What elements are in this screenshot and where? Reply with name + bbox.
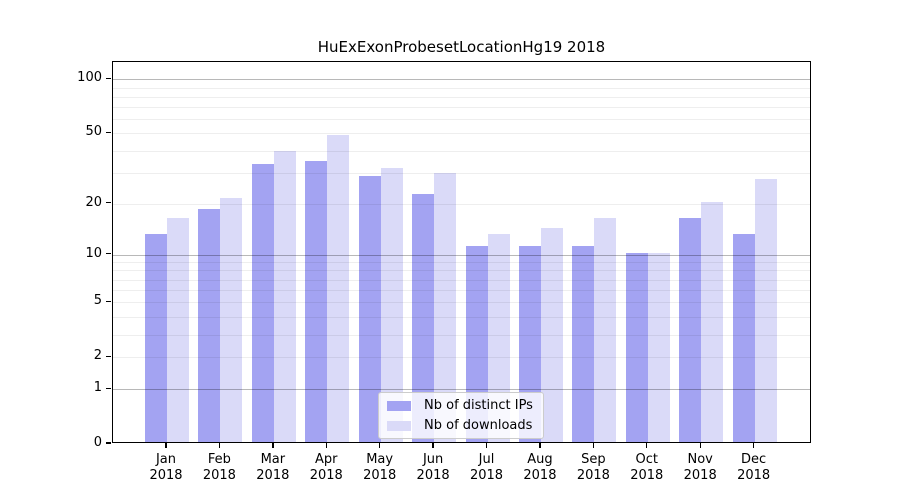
x-tick-apr xyxy=(325,443,327,448)
bar-downloads-jun xyxy=(434,173,457,442)
y-tick-2 xyxy=(106,355,111,357)
x-tick-dec xyxy=(752,443,755,448)
minor-gridline-4 xyxy=(113,316,810,318)
x-tick-label-sep: Sep 2018 xyxy=(576,452,610,483)
bar-downloads-oct xyxy=(647,252,670,442)
chart-title: HuExExonProbesetLocationHg19 2018 xyxy=(317,38,606,56)
y-tick-10 xyxy=(106,252,111,255)
y-tick-label-50: 50 xyxy=(85,124,102,140)
x-tick-nov xyxy=(699,443,701,448)
bar-downloads-nov xyxy=(701,201,724,442)
y-tick-0 xyxy=(106,442,111,444)
y-tick-label-20: 20 xyxy=(85,194,102,210)
minor-gridline-7 xyxy=(113,279,810,281)
minor-gridline-5 xyxy=(113,302,810,304)
y-tick-label-10: 10 xyxy=(85,245,102,261)
minor-gridline-90 xyxy=(113,87,810,89)
x-tick-label-oct: Oct 2018 xyxy=(630,452,664,483)
legend-swatch-distinct-ips xyxy=(387,400,411,411)
bar-downloads-mar xyxy=(273,150,296,442)
x-tick-label-jul: Jul 2018 xyxy=(469,452,504,483)
x-tick-jul xyxy=(485,443,488,448)
legend-label-distinct-ips: Nb of distinct IPs xyxy=(424,398,533,413)
minor-gridline-40 xyxy=(113,150,810,152)
x-tick-label-aug: Aug 2018 xyxy=(523,452,557,483)
y-tick-label-5: 5 xyxy=(93,293,102,309)
bar-distinct-ips-oct xyxy=(625,252,648,442)
minor-gridline-80 xyxy=(113,96,810,98)
minor-gridline-6 xyxy=(113,290,810,292)
x-tick-oct xyxy=(646,443,648,448)
bar-downloads-jul xyxy=(487,233,510,442)
bar-downloads-feb xyxy=(220,197,243,442)
x-tick-mar xyxy=(272,443,274,448)
bar-distinct-ips-may xyxy=(358,176,381,442)
bar-distinct-ips-feb xyxy=(198,209,221,442)
minor-gridline-8 xyxy=(113,270,810,272)
x-tick-may xyxy=(378,443,381,448)
major-gridline-10 xyxy=(113,254,810,256)
x-tick-jun xyxy=(432,443,434,448)
bar-distinct-ips-nov xyxy=(679,218,702,442)
bar-downloads-sep xyxy=(594,218,617,442)
minor-gridline-3 xyxy=(113,334,810,336)
x-tick-label-may: May 2018 xyxy=(363,452,397,483)
bar-downloads-aug xyxy=(540,228,563,442)
bar-distinct-ips-jan xyxy=(145,233,167,442)
major-gridline-1 xyxy=(113,389,810,391)
legend-swatch-downloads xyxy=(387,420,411,431)
legend-label-downloads: Nb of downloads xyxy=(424,418,533,433)
chart-legend: Nb of distinct IPs Nb of downloads xyxy=(378,392,544,439)
x-tick-jan xyxy=(165,443,167,448)
bar-distinct-ips-sep xyxy=(572,245,595,442)
x-tick-label-dec: Dec 2018 xyxy=(737,452,771,483)
y-tick-label-100: 100 xyxy=(77,70,102,86)
x-tick-label-apr: Apr 2018 xyxy=(309,452,343,483)
bar-downloads-jan xyxy=(167,218,189,442)
y-tick-label-1: 1 xyxy=(93,380,102,396)
bar-distinct-ips-dec xyxy=(732,233,755,442)
y-tick-1 xyxy=(106,387,111,389)
y-tick-label-0: 0 xyxy=(93,435,102,450)
minor-gridline-50 xyxy=(113,133,810,135)
major-gridline-100 xyxy=(113,79,810,81)
x-tick-label-jan: Jan 2018 xyxy=(149,452,183,483)
y-tick-20 xyxy=(106,201,111,204)
x-tick-sep xyxy=(592,443,595,448)
legend-item-downloads: Nb of downloads xyxy=(387,418,533,433)
x-tick-label-feb: Feb 2018 xyxy=(202,452,236,483)
minor-gridline-30 xyxy=(113,172,810,174)
minor-gridline-2 xyxy=(113,357,810,359)
y-tick-label-2: 2 xyxy=(93,348,102,364)
y-tick-5 xyxy=(106,300,111,303)
bar-distinct-ips-mar xyxy=(251,163,274,442)
x-tick-label-mar: Mar 2018 xyxy=(256,452,290,483)
y-tick-100 xyxy=(106,77,111,80)
minor-gridline-20 xyxy=(113,203,810,205)
x-tick-feb xyxy=(218,443,221,448)
minor-gridline-60 xyxy=(113,119,810,121)
x-tick-label-jun: Jun 2018 xyxy=(416,452,450,483)
minor-gridline-9 xyxy=(113,262,810,264)
minor-gridline-70 xyxy=(113,107,810,109)
x-tick-aug xyxy=(539,443,541,448)
y-tick-50 xyxy=(106,131,111,134)
plot-area xyxy=(112,61,811,443)
bar-distinct-ips-jun xyxy=(412,194,435,442)
x-tick-label-nov: Nov 2018 xyxy=(683,452,717,483)
bar-downloads-apr xyxy=(327,134,350,442)
legend-item-distinct-ips: Nb of distinct IPs xyxy=(387,398,533,413)
bar-downloads-dec xyxy=(754,178,777,442)
bar-distinct-ips-apr xyxy=(305,161,328,442)
bar-downloads-may xyxy=(380,168,403,442)
